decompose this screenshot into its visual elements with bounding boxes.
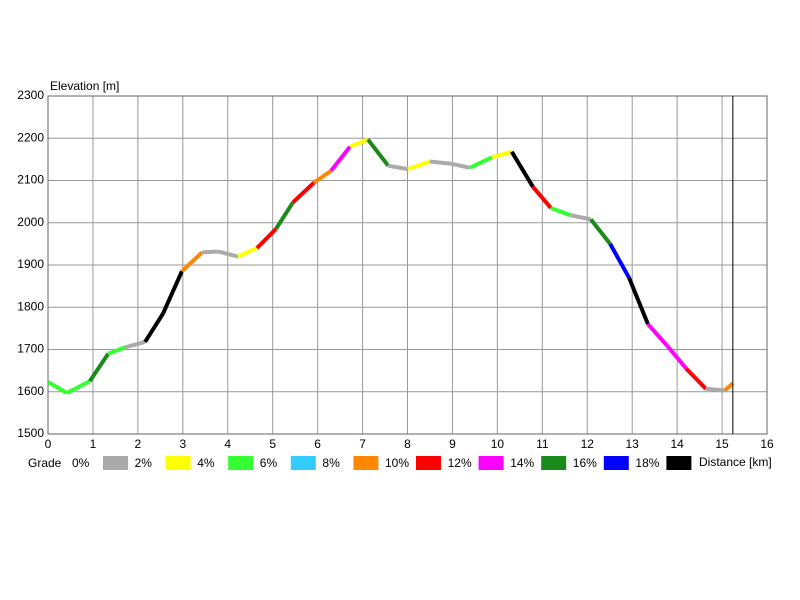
legend-label: 0% [72,456,90,470]
x-tick-label: 6 [314,437,321,451]
profile-segment [46,380,68,395]
legend-swatch [478,456,504,470]
x-tick-label: 15 [715,437,729,451]
profile-segment [291,181,316,204]
profile-segment [366,138,390,167]
y-tick-label: 2300 [17,88,44,102]
legend-label: 12% [448,456,472,470]
profile-segment [349,137,369,149]
legend-swatch [165,456,191,470]
x-tick-label: 11 [536,437,549,451]
y-tick-label: 1500 [17,426,44,440]
x-tick-label: 3 [179,437,186,451]
y-tick-label: 1900 [17,257,44,271]
profile-segment [407,159,431,171]
legend-label: 10% [385,456,409,470]
x-tick-label: 8 [404,437,411,451]
profile-segment [569,213,592,222]
profile-segment [387,163,409,172]
x-axis-label: Distance [km] [699,455,772,469]
x-tick-label: 1 [90,437,97,451]
x-tick-label: 10 [491,437,505,451]
profile-segment [510,150,535,188]
profile-segment [255,227,278,250]
profile-segment [180,250,204,273]
x-tick-label: 14 [670,437,684,451]
x-tick-label: 4 [224,437,231,451]
x-tick-label: 2 [135,437,142,451]
profile-segment [589,218,612,246]
legend-label: 4% [197,456,215,470]
profile-segment [107,345,126,356]
y-tick-label: 2100 [17,173,44,187]
legend-label: 14% [510,456,534,470]
profile-segment [705,386,725,393]
x-tick-label: 12 [581,437,595,451]
legend-label: 6% [260,456,278,470]
profile-segment [202,249,218,255]
profile-segment [449,161,471,170]
plot-border [47,95,768,435]
profile-segment [274,201,295,231]
profile-segment [65,379,91,395]
y-tick-label: 1600 [17,384,44,398]
profile-segment [143,312,165,343]
legend-label: 16% [573,456,597,470]
profile-segment [646,322,669,347]
x-tick-label: 13 [626,437,640,451]
profile-segment [124,339,146,350]
legend-swatch [541,456,567,470]
x-tick-label: 16 [760,437,774,451]
x-tick-label: 7 [359,437,366,451]
profile-segment [312,169,333,185]
y-tick-label: 2200 [17,130,44,144]
profile-segment [627,276,650,325]
legend-swatch [353,456,379,470]
profile-segment [608,242,631,279]
legend-swatch [603,456,629,470]
x-tick-label: 5 [269,437,276,451]
legend-label: 2% [135,456,153,470]
legend-swatch [666,456,692,470]
x-tick-label: 9 [449,437,456,451]
profile-segment [237,246,258,259]
legend-swatch [228,456,254,470]
profile-segment [161,270,184,315]
legend-swatch [103,456,128,470]
legend-swatch [416,456,441,470]
profile-segment [491,149,513,160]
profile-segment [329,145,352,173]
y-tick-label: 1800 [17,299,44,313]
profile-segment [550,206,571,218]
legend-label: 18% [635,456,659,470]
legend-label: 8% [322,456,340,470]
profile-segment [684,367,708,391]
y-tick-label: 1700 [17,342,44,356]
legend-title: Grade [28,456,62,470]
y-axis-label: Elevation [m] [50,79,119,93]
profile-segment [665,343,688,370]
profile-segment [429,159,451,166]
profile-segment [531,185,553,210]
profile-segment [469,155,493,170]
profile-segment [217,249,239,259]
profile-segment [88,352,110,383]
y-tick-label: 2000 [17,215,44,229]
profile-segment [723,381,735,392]
x-tick-label: 0 [45,437,52,451]
legend-swatch [290,456,316,470]
